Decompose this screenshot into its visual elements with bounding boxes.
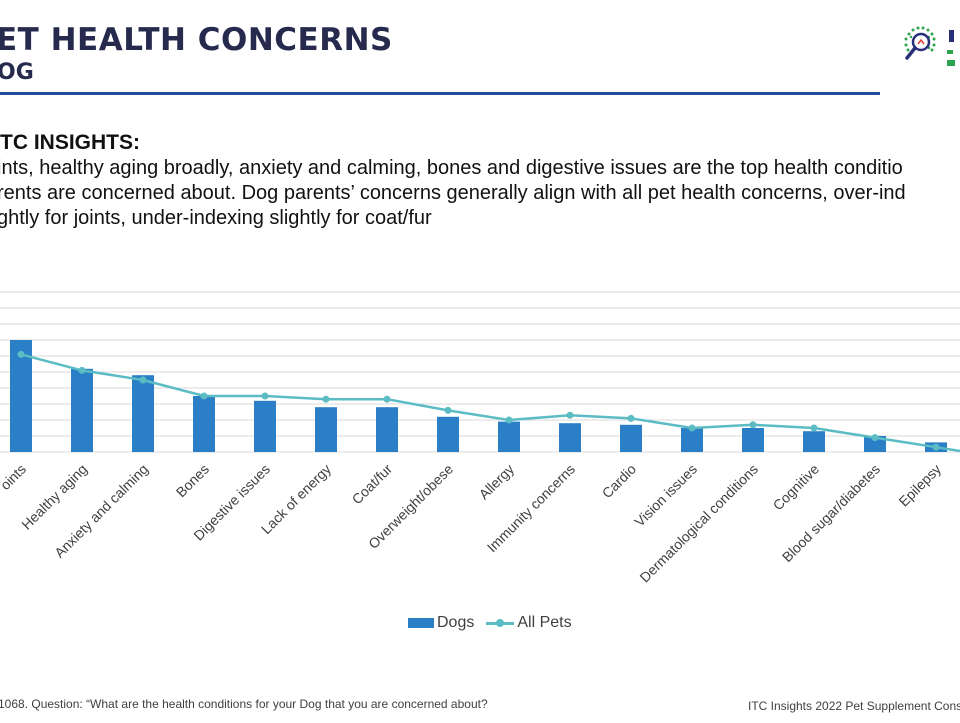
category-label: Bones — [173, 461, 212, 500]
point-all-pets — [932, 443, 940, 451]
bar-dogs — [742, 428, 764, 452]
point-all-pets — [627, 414, 635, 422]
source-credit: ITC Insights 2022 Pet Supplement Cons — [748, 699, 960, 713]
point-all-pets — [322, 395, 330, 403]
title-divider — [0, 92, 880, 95]
point-all-pets — [749, 421, 757, 429]
category-label: oints — [0, 461, 29, 493]
category-label: Epilepsy — [895, 461, 944, 510]
legend-swatch-bar — [408, 618, 434, 628]
bar-dogs — [559, 423, 581, 452]
point-all-pets — [383, 395, 391, 403]
bar-dogs — [803, 431, 825, 452]
bar-dogs — [315, 407, 337, 452]
legend-label-dogs: Dogs — [437, 614, 475, 631]
bar-dogs — [437, 416, 459, 452]
point-all-pets — [17, 350, 25, 358]
slide-title: ET HEALTH CONCERNS — [0, 22, 393, 58]
insights-line: rents are concerned about. Dog parents’ … — [0, 182, 906, 204]
point-all-pets — [200, 392, 208, 400]
slide-subtitle: OG — [0, 60, 34, 85]
category-label: Allergy — [476, 461, 518, 503]
point-all-pets — [139, 376, 147, 384]
legend-item-all-pets: All Pets — [486, 614, 572, 632]
insights-line: ghtly for joints, under-indexing slightl… — [0, 207, 432, 229]
legend-swatch-line — [486, 618, 515, 628]
question-footnote: 1068. Question: “What are the health con… — [0, 697, 488, 711]
point-all-pets — [810, 424, 818, 432]
bar-dogs — [681, 428, 703, 452]
point-all-pets — [261, 392, 269, 400]
legend-item-dogs: Dogs — [408, 614, 474, 632]
point-all-pets — [444, 406, 452, 414]
itc-magnifier-logo-icon — [904, 26, 955, 66]
category-label: Coat/fur — [349, 461, 396, 508]
bar-dogs — [864, 436, 886, 452]
point-all-pets — [688, 424, 696, 432]
point-all-pets — [78, 366, 86, 374]
insights-heading: TC INSIGHTS: — [0, 131, 140, 154]
bar-dogs — [620, 424, 642, 452]
bar-dogs — [498, 421, 520, 452]
bar-dogs — [254, 400, 276, 452]
point-all-pets — [871, 434, 879, 442]
bar-dogs — [376, 407, 398, 452]
point-all-pets — [566, 411, 574, 419]
point-all-pets — [505, 416, 513, 424]
chart-legend: Dogs All Pets — [408, 614, 584, 632]
bar-dogs — [132, 375, 154, 452]
legend-label-all-pets: All Pets — [517, 614, 572, 631]
category-label: Vision issues — [631, 461, 700, 530]
bar-dogs — [10, 340, 32, 452]
category-label: Dermatological conditions — [636, 461, 761, 586]
insights-line: ints, healthy aging broadly, anxiety and… — [0, 157, 903, 179]
bar-dogs — [193, 396, 215, 452]
insights-text: ints, healthy aging broadly, anxiety and… — [0, 156, 960, 231]
category-label: Cognitive — [770, 461, 823, 514]
category-label: Cardio — [599, 461, 640, 502]
bar-dogs — [71, 368, 93, 452]
